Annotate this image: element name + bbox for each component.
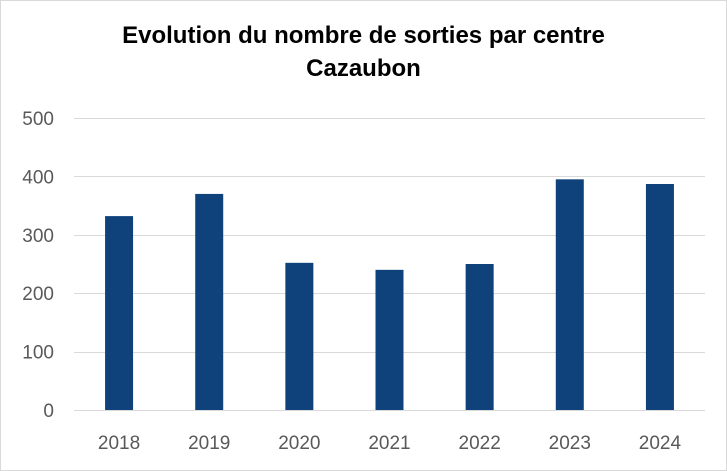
x-tick-label: 2018: [98, 433, 140, 454]
bar-2018: [105, 216, 134, 410]
x-tick-label: 2019: [188, 433, 230, 454]
y-tick-label: 100: [22, 343, 54, 364]
x-tick-label: 2021: [368, 433, 410, 454]
x-tick-label: 2024: [639, 433, 682, 454]
chart-title: Evolution du nombre de sorties par centr…: [122, 22, 605, 49]
y-tick-label: 300: [22, 226, 54, 247]
bar-2022: [465, 264, 494, 410]
y-tick-label: 500: [22, 109, 54, 130]
y-tick-label: 0: [43, 401, 54, 422]
bars: [105, 179, 674, 410]
bar-2021: [375, 269, 404, 410]
bar-2020: [285, 262, 314, 410]
x-tick-label: 2023: [549, 433, 591, 454]
bar-2023: [555, 179, 584, 410]
bar-2019: [195, 193, 224, 410]
x-axis-ticks: 2018 2019 2020 2021 2022 2023 2024: [98, 433, 682, 454]
chart-title-block: Evolution du nombre de sorties par centr…: [1, 19, 726, 85]
y-tick-label: 200: [22, 284, 54, 305]
y-axis-ticks: 0 100 200 300 400 500: [22, 109, 54, 422]
chart-subtitle: Cazaubon: [306, 55, 421, 82]
x-tick-label: 2020: [278, 433, 320, 454]
y-tick-label: 400: [22, 167, 54, 188]
x-tick-label: 2022: [459, 433, 501, 454]
bar-2024: [645, 183, 674, 410]
